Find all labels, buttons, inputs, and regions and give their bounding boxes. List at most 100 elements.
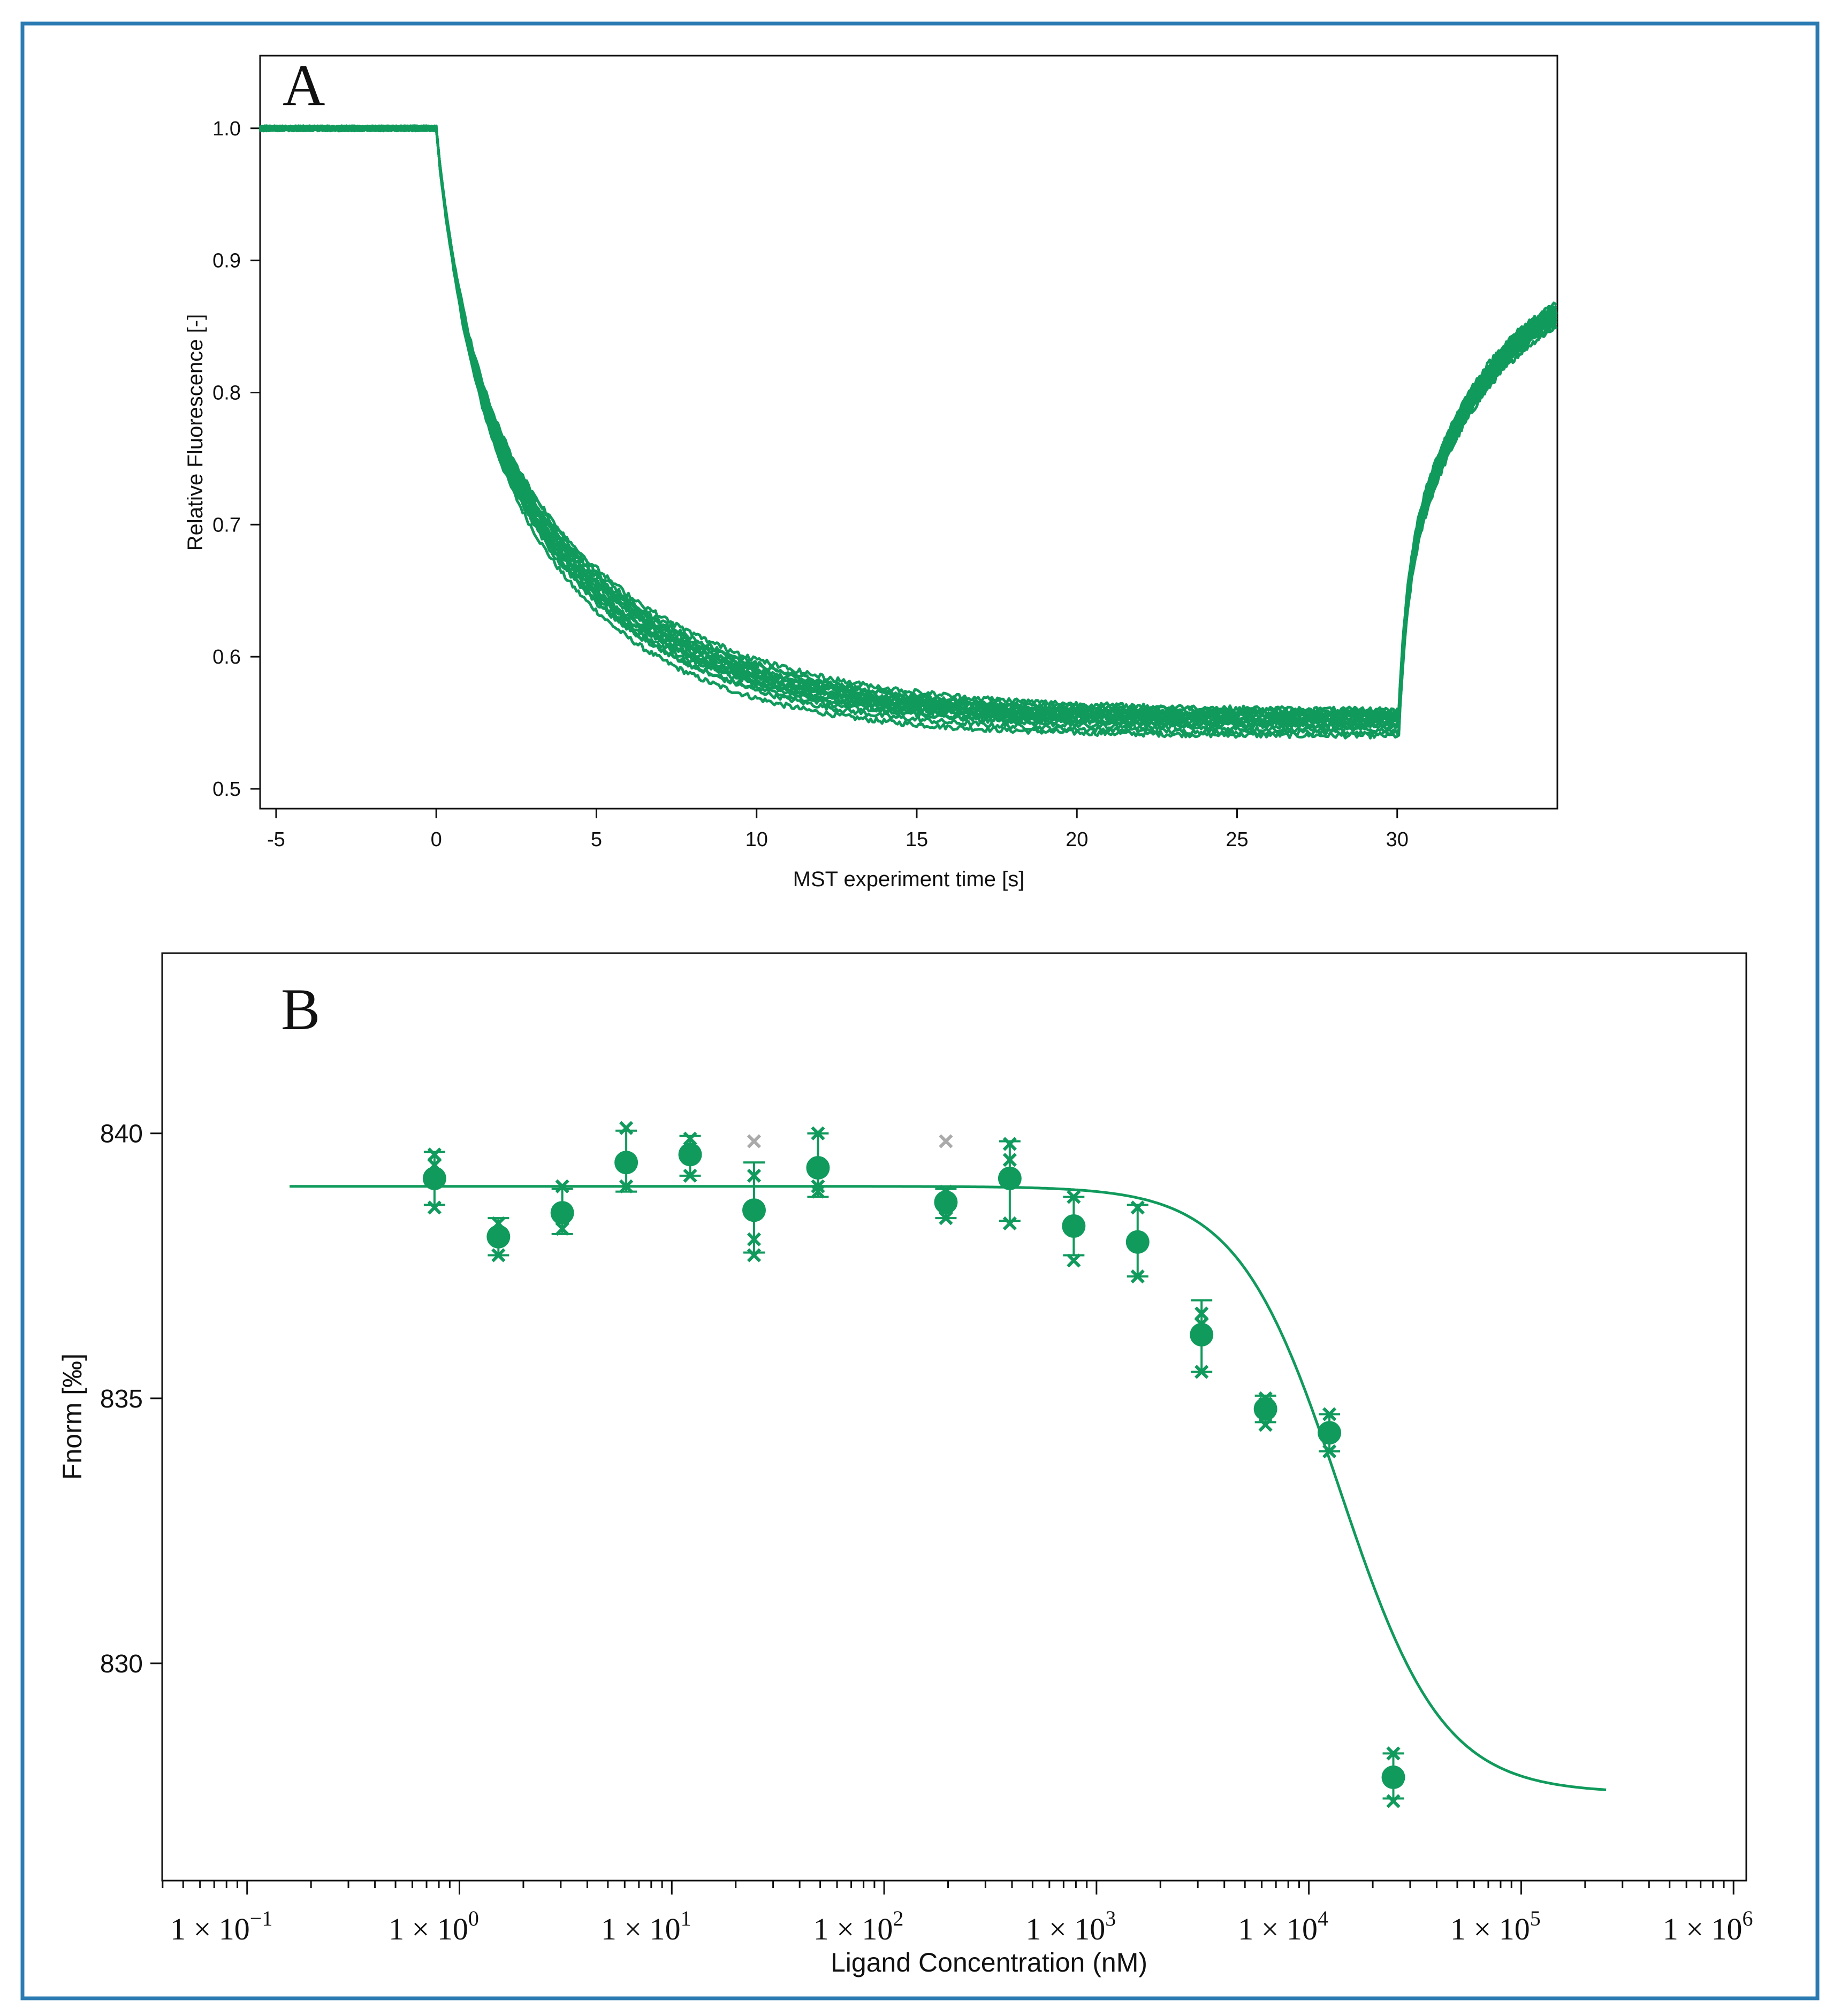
panel-b-replicate-marker xyxy=(683,1168,697,1183)
panel-a-x-tick-label: -5 xyxy=(267,828,285,851)
panel-a-trace-15 xyxy=(259,124,1558,716)
panel-b-mean-marker xyxy=(1318,1421,1342,1445)
panel-a-trace-1 xyxy=(259,124,1558,740)
panel-b-replicate-marker xyxy=(1002,1153,1017,1167)
panel-b-mean-marker xyxy=(1062,1214,1086,1238)
panel-a-trace-16 xyxy=(259,124,1557,714)
panel-a-y-tick-label: 0.5 xyxy=(212,778,241,801)
panel-a-trace-9 xyxy=(258,124,1557,724)
panel-b-replicate-marker xyxy=(1195,1365,1209,1379)
panel-b-x-tick-label: 1 × 100 xyxy=(389,1906,479,1946)
panel-a-trace-6 xyxy=(258,124,1558,728)
panel-b-mean-marker xyxy=(422,1166,446,1190)
panel-b-x-tick-label: 1 × 106 xyxy=(1663,1906,1753,1946)
panel-b-label: B xyxy=(281,977,320,1042)
panel-b-mean-marker xyxy=(1253,1397,1277,1421)
panel-b-data-point xyxy=(1381,1746,1405,1808)
panel-b-data-point xyxy=(806,1126,830,1199)
figure-frame xyxy=(20,21,1820,2000)
panel-b-data-point xyxy=(422,1147,446,1215)
panel-b-mean-marker xyxy=(1125,1230,1150,1254)
panel-a-y-tick-label: 1.0 xyxy=(212,118,241,140)
panel-b-replicate-marker xyxy=(1322,1444,1337,1458)
panel-b-data-point xyxy=(1190,1299,1214,1379)
panel-b-x-axis-label: Ligand Concentration (nM) xyxy=(831,1947,1147,1977)
panel-a-y-axis-label: Relative Fluorescence [-] xyxy=(184,314,207,551)
panel-b-mean-marker xyxy=(1190,1323,1214,1347)
panel-b-replicate-marker xyxy=(555,1221,569,1236)
panel-b-data-point xyxy=(1253,1391,1277,1432)
panel-b-replicate-marker xyxy=(1130,1200,1145,1215)
panel-a-trace-5 xyxy=(260,124,1557,729)
panel-b-mean-marker xyxy=(550,1201,574,1225)
panel-b-replicate-marker xyxy=(1002,1137,1017,1151)
panel-a-y-tick-label: 0.6 xyxy=(212,646,241,668)
panel-a-y-tick-label: 0.7 xyxy=(212,514,241,536)
panel-b-mean-marker xyxy=(614,1151,638,1175)
panel-b-replicate-marker xyxy=(555,1179,569,1193)
panel-b-plot-area xyxy=(161,952,1747,1882)
panel-b-replicate-marker xyxy=(619,1179,634,1193)
panel-b-x-tick-label: 1 × 103 xyxy=(1025,1906,1116,1946)
panel-b-data-point xyxy=(1318,1407,1342,1458)
panel-b-replicate-marker xyxy=(747,1232,762,1246)
panel-b-fit-curve xyxy=(290,1185,1607,1791)
panel-a-trace-14 xyxy=(258,124,1557,717)
panel-b-y-tick-label: 830 xyxy=(100,1650,143,1678)
panel-b-replicate-marker xyxy=(939,1211,953,1226)
panel-b-y-axis-label: Fnorm [‰] xyxy=(57,1353,87,1480)
panel-b-mean-marker xyxy=(1381,1765,1405,1789)
panel-b-data-point xyxy=(1062,1190,1086,1268)
panel-b-replicate-marker xyxy=(1195,1306,1209,1321)
panel-b-replicate-marker xyxy=(619,1121,634,1135)
panel-b-x-tick-label: 1 × 102 xyxy=(813,1906,904,1946)
panel-a-trace-13 xyxy=(260,124,1557,719)
panel-b-replicate-marker xyxy=(1386,1746,1401,1761)
panel-b-x-tick-label: 1 × 104 xyxy=(1238,1906,1328,1946)
panel-a-trace-4 xyxy=(258,124,1558,731)
panel-a-x-tick-label: 30 xyxy=(1386,828,1409,851)
panel-b-outlier-marker xyxy=(747,1134,762,1148)
panel-a-trace-10 xyxy=(260,124,1558,723)
panel-a-trace-8 xyxy=(258,124,1558,725)
panel-b-replicate-marker xyxy=(811,1126,825,1140)
panel-a-y-tick-label: 0.9 xyxy=(212,250,241,272)
panel-a-x-tick-label: 10 xyxy=(745,828,768,851)
panel-b-data-point xyxy=(614,1121,638,1193)
panel-b-data-point xyxy=(934,1184,958,1226)
panel-a-plot-area xyxy=(259,55,1558,810)
panel-b-chart: B 1 × 10−1 1 × 100 1 × 101 1 × 102 1 × 103 1 … xyxy=(57,952,1753,1977)
panel-a-traces xyxy=(258,124,1558,740)
panel-b-y-tick-label: 835 xyxy=(100,1385,143,1413)
panel-b-replicate-marker xyxy=(683,1131,697,1146)
panel-a-trace-12 xyxy=(258,124,1557,720)
panel-a-y-tick-label: 0.8 xyxy=(212,382,241,404)
panel-b-x-tick-label: 1 × 10−1 xyxy=(170,1906,272,1946)
panel-b-mean-marker xyxy=(486,1224,511,1249)
panel-b-data-point xyxy=(486,1216,511,1262)
panel-b-fit-line xyxy=(290,1185,1607,1791)
panel-b-replicate-marker xyxy=(1002,1216,1017,1231)
panel-b-mean-marker xyxy=(998,1166,1022,1190)
panel-a-trace-2 xyxy=(259,124,1557,737)
panel-a-trace-11 xyxy=(260,124,1557,721)
panel-b-outlier-marker xyxy=(939,1134,953,1148)
panel-b-x-tick-label: 1 × 101 xyxy=(601,1906,691,1946)
panel-b-replicate-marker xyxy=(747,1248,762,1262)
panel-b-replicate-marker xyxy=(1130,1269,1145,1284)
panel-b-data-point xyxy=(742,1161,766,1262)
panel-b-axes: 1 × 10−1 1 × 100 1 × 101 1 × 102 1 × 103 1 × … xyxy=(100,1120,1753,1946)
panel-b-data-point xyxy=(1125,1200,1150,1284)
panel-a-x-tick-label: 15 xyxy=(906,828,928,851)
panel-b-mean-marker xyxy=(934,1190,958,1214)
panel-b-mean-marker xyxy=(806,1156,830,1180)
panel-b-replicate-marker xyxy=(811,1184,825,1199)
panel-b-replicate-marker xyxy=(1322,1407,1337,1421)
panel-a-label: A xyxy=(283,52,325,118)
panel-b-data-point xyxy=(550,1179,574,1236)
panel-b-replicate-marker xyxy=(491,1248,506,1262)
panel-a-x-tick-label: 0 xyxy=(431,828,442,851)
panel-b-data-point xyxy=(998,1137,1022,1231)
panel-a-x-tick-label: 25 xyxy=(1226,828,1248,851)
